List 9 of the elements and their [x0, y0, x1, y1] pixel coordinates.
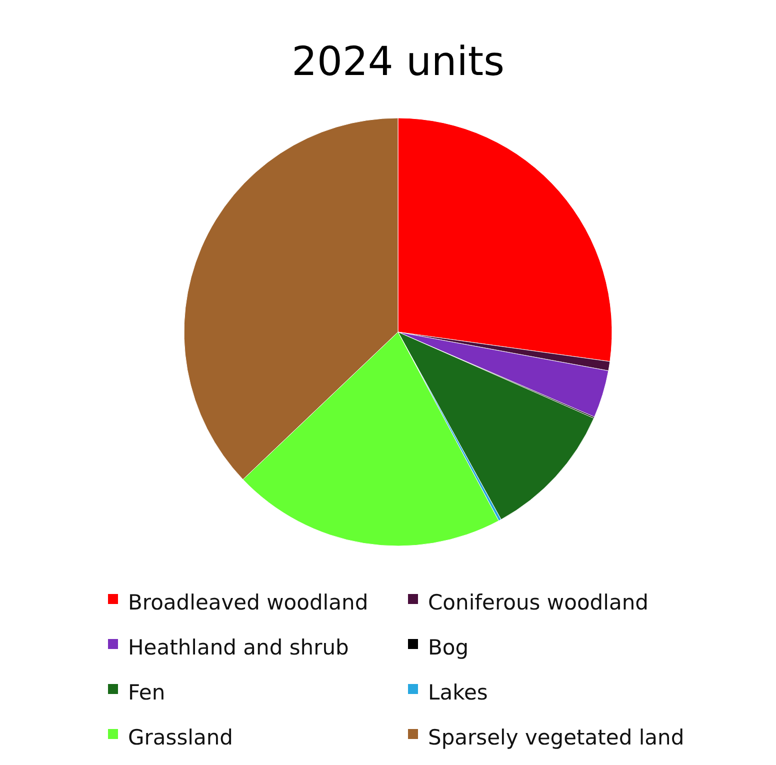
legend-label: Heathland and shrub [128, 636, 349, 660]
legend-label: Coniferous woodland [428, 590, 648, 615]
legend-label: Lakes [428, 680, 488, 705]
legend-label: Grassland [128, 726, 233, 750]
legend-label: Broadleaved woodland [128, 590, 368, 615]
legend-label: Bog [428, 636, 469, 660]
legend-label: Sparsely vegetated land [428, 726, 684, 750]
chart-title: 2024 units [292, 39, 504, 85]
legend-label: Fen [128, 680, 166, 705]
